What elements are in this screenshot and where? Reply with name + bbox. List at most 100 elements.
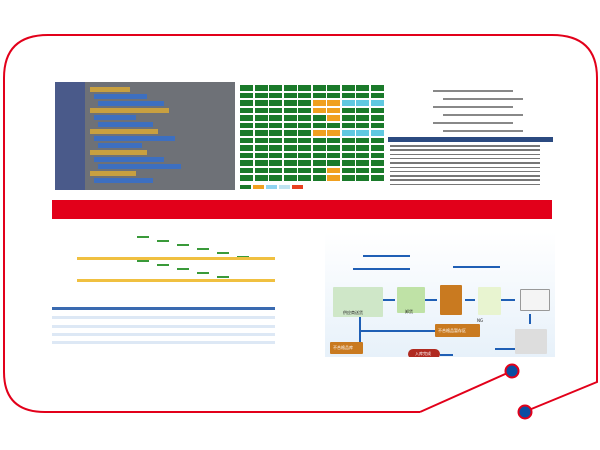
grid-cell [341,115,355,121]
grid-cell [312,100,326,106]
code-block [90,150,147,155]
forklift-icon [397,287,425,313]
grid-cell [370,92,384,98]
code-block [90,129,158,134]
grid-cell [370,160,384,166]
grid-cell [312,115,326,121]
grid-cell [254,100,268,106]
grid-cell [269,130,282,136]
table-row [52,316,275,320]
grid-cell [283,167,297,173]
grid-cell [327,130,340,136]
table-screenshot [52,232,275,350]
grid-cell [356,115,369,121]
log-line [390,179,540,181]
code-line [443,98,523,100]
cell-text [237,256,249,258]
code-block [94,94,147,99]
grid-cell [240,85,253,91]
column [99,237,114,287]
grid-cell [254,115,268,121]
grid-cell [327,160,340,166]
table-row [52,333,275,336]
grid-cell [341,92,355,98]
grid-cell [327,167,340,173]
grid-cell [341,107,355,113]
grid-cell [240,175,253,181]
grid-cell [312,160,326,166]
code-block [90,171,136,176]
cell-text [137,260,149,262]
grid-cell [240,122,253,128]
grid-cell [356,137,369,143]
code-block [98,122,153,127]
grid-cell [254,175,268,181]
log-line [390,149,540,151]
grid-cell [356,175,369,181]
grid-cell [254,107,268,113]
grid-cell [298,160,311,166]
grid-cell [240,145,253,151]
status-grid-screenshot [240,82,385,190]
log-line [390,157,540,160]
grid-cell [283,175,297,181]
grid-cell [254,167,268,173]
grid-cell [341,175,355,181]
grid-cell [269,175,282,181]
table-row [52,328,275,332]
grid-cell [269,115,282,121]
column [194,237,209,287]
done-button-shape [408,349,440,357]
grid-cell [298,130,311,136]
table-row [52,345,275,349]
grid-cell [341,100,355,106]
grid-cell [327,107,340,113]
grid-cell [312,92,326,98]
table-header [52,307,275,310]
code-line [433,122,513,124]
flow-label-reject-store: 不合格品库 [333,345,353,350]
grid-cell [240,167,253,173]
legend-swatch [253,185,264,189]
grid-cell [370,167,384,173]
grid-cell [341,160,355,166]
grid-cell [370,152,384,158]
grid-cell [327,92,340,98]
grid-cell [269,107,282,113]
legend-swatch [266,185,277,189]
log-line [390,153,540,156]
grid-cell [356,167,369,173]
grid-cell [254,130,268,136]
reject-store-box [330,342,363,354]
grid-cell [356,122,369,128]
grid-cell [327,145,340,151]
red-divider-bar [52,200,552,219]
grid-cell [269,152,282,158]
grid-cell [327,85,340,91]
grid-cell [327,115,340,121]
grid-cell [269,160,282,166]
grid-cell [370,115,384,121]
grid-cell [341,137,355,143]
grid-cell [356,100,369,106]
grid-cell [254,92,268,98]
cell-text [197,272,209,274]
grid-cell [254,145,268,151]
grid-cell [370,122,384,128]
code-line [443,114,523,116]
cell-text [177,244,189,246]
barcode-icon [520,289,550,311]
code-block [94,115,136,120]
grid-cell [312,122,326,128]
code-line [433,106,513,108]
grid-cell [341,145,355,151]
grid-cell [327,175,340,181]
cell-text [177,268,189,270]
grid-cell [298,175,311,181]
grid-cell [341,167,355,173]
grid-cell [356,145,369,151]
grid-cell [298,92,311,98]
table-row [52,341,275,345]
code-block [94,157,164,162]
